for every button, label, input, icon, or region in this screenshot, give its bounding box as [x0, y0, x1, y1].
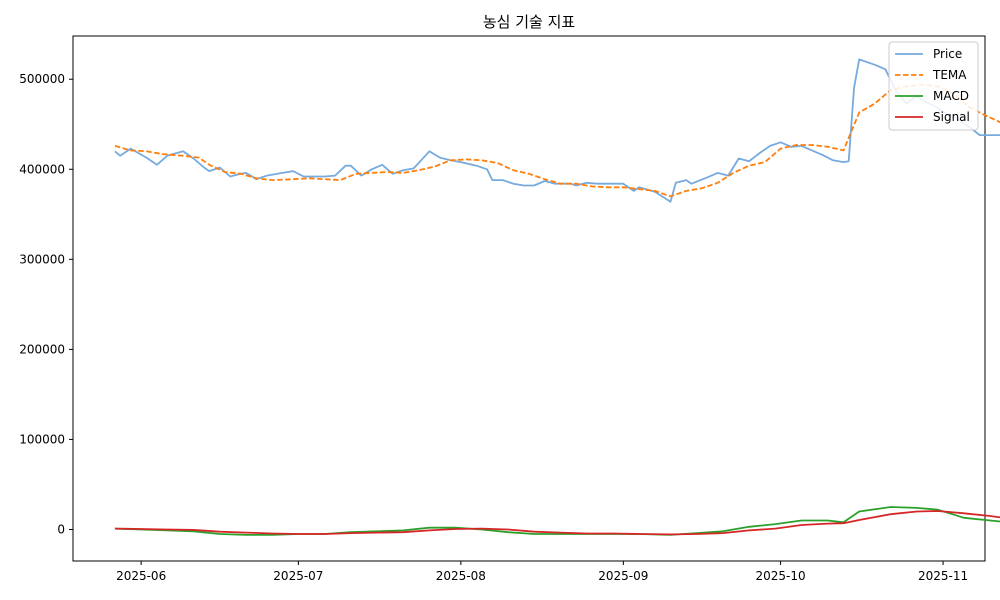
legend-label-macd: MACD: [933, 89, 969, 103]
y-axis: 0 100000 200000 300000 400000 500000: [19, 72, 73, 536]
legend-label-signal: Signal: [933, 110, 970, 124]
x-tick-label: 2025-10: [756, 569, 806, 583]
legend: Price TEMA MACD Signal: [888, 41, 979, 131]
x-tick-label: 2025-11: [918, 569, 968, 583]
y-tick-label: 400000: [19, 162, 65, 176]
x-tick-label: 2025-09: [598, 569, 648, 583]
y-tick-label: 100000: [19, 432, 65, 446]
series-line-price: [114, 58, 1000, 203]
y-tick-label: 300000: [19, 252, 65, 266]
x-tick-label: 2025-08: [436, 569, 486, 583]
series-lines: [114, 58, 1000, 536]
x-axis: 2025-06 2025-07 2025-08 2025-09 2025-10 2025-…: [116, 561, 968, 583]
chart-title: 농심 기술 지표: [483, 13, 576, 31]
legend-label-tema: TEMA: [932, 68, 967, 82]
y-tick-label: 500000: [19, 72, 65, 86]
plot-area: [72, 35, 986, 562]
x-tick-label: 2025-06: [116, 569, 166, 583]
legend-label-price: Price: [933, 47, 962, 61]
series-line-tema: [114, 83, 1000, 198]
legend-box: [888, 41, 979, 131]
series-line-signal: [114, 510, 1000, 536]
x-tick-label: 2025-07: [273, 569, 323, 583]
y-tick-label: 200000: [19, 342, 65, 356]
y-tick-label: 0: [57, 522, 65, 536]
